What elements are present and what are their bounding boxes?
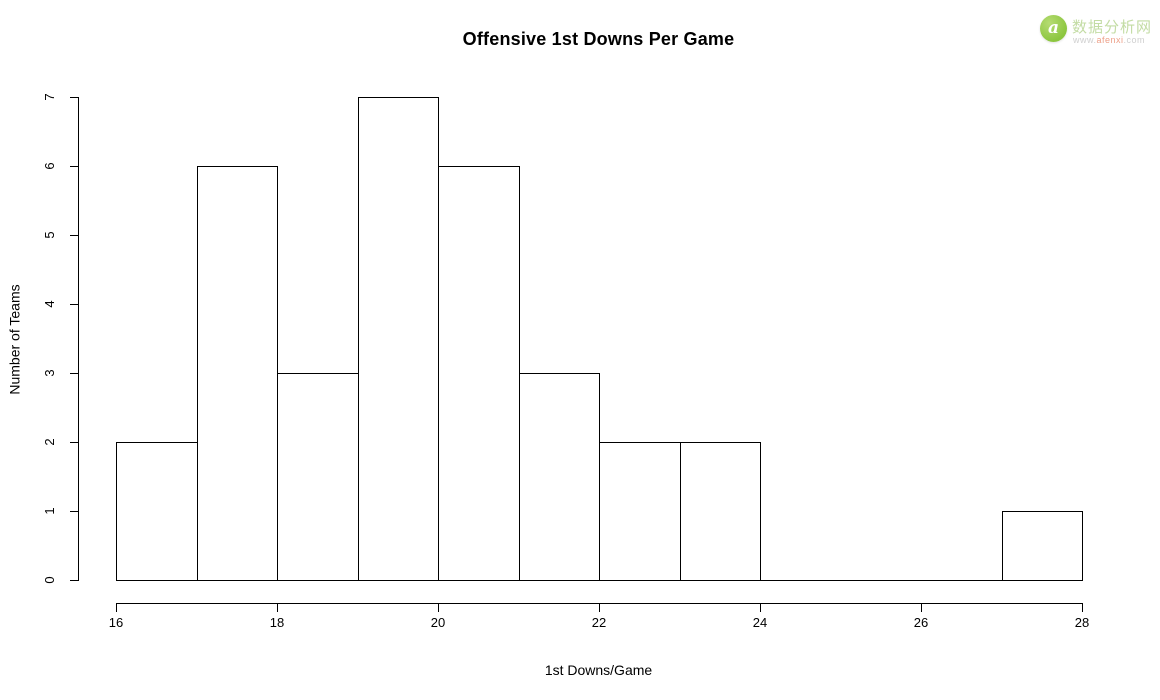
url-suffix: .com: [1123, 35, 1146, 45]
y-tick-mark: [70, 510, 78, 512]
site-watermark: a 数据分析网 www.afenxi.com: [1038, 12, 1156, 52]
y-tick-mark: [70, 441, 78, 443]
y-tick-mark: [70, 96, 78, 98]
url-prefix: www.: [1073, 35, 1097, 45]
chart-title: Offensive 1st Downs Per Game: [462, 29, 735, 49]
x-tick-label: 24: [752, 615, 768, 630]
x-tick-label: 26: [913, 615, 929, 630]
x-tick-mark: [1081, 603, 1083, 612]
y-tick-mark: [70, 303, 78, 305]
x-tick-label: 18: [269, 615, 285, 630]
x-tick-label: 22: [591, 615, 607, 630]
histogram-bar: [518, 373, 600, 581]
url-domain: afenxi: [1096, 35, 1124, 45]
watermark-url: www.afenxi.com: [1073, 35, 1145, 45]
histogram-bar: [357, 97, 439, 581]
y-axis-line: [78, 97, 79, 581]
x-tick-mark: [276, 603, 278, 612]
x-tick-label: 28: [1074, 615, 1090, 630]
y-tick-label: 5: [42, 231, 57, 239]
y-tick-label: 0: [42, 576, 57, 584]
x-tick-label: 20: [430, 615, 446, 630]
y-tick-mark: [70, 234, 78, 236]
x-tick-label: 16: [108, 615, 124, 630]
x-tick-mark: [920, 603, 922, 612]
y-tick-label: 3: [42, 369, 57, 377]
y-tick-label: 6: [42, 162, 57, 170]
y-axis-title: Number of Teams: [6, 284, 23, 395]
histogram-bar: [277, 373, 359, 581]
x-tick-mark: [437, 603, 439, 612]
y-tick-label: 4: [42, 300, 57, 308]
y-tick-mark: [70, 372, 78, 374]
histogram-bar: [1001, 511, 1083, 581]
histogram-bar: [196, 166, 278, 581]
y-tick-label: 7: [42, 93, 57, 101]
x-tick-mark: [598, 603, 600, 612]
histogram-bar: [679, 442, 761, 581]
histogram-bar: [438, 166, 520, 581]
x-axis-title: 1st Downs/Game: [544, 662, 653, 678]
x-tick-mark: [759, 603, 761, 612]
afenxi-logo-icon: a: [1040, 15, 1067, 42]
watermark-site-name: 数据分析网: [1072, 19, 1153, 36]
x-tick-mark: [115, 603, 117, 612]
y-tick-mark: [70, 165, 78, 167]
histogram-bar: [599, 442, 681, 581]
y-tick-label: 2: [42, 438, 57, 446]
y-tick-label: 1: [42, 507, 57, 515]
y-tick-mark: [70, 579, 78, 581]
histogram-bar: [116, 442, 198, 581]
